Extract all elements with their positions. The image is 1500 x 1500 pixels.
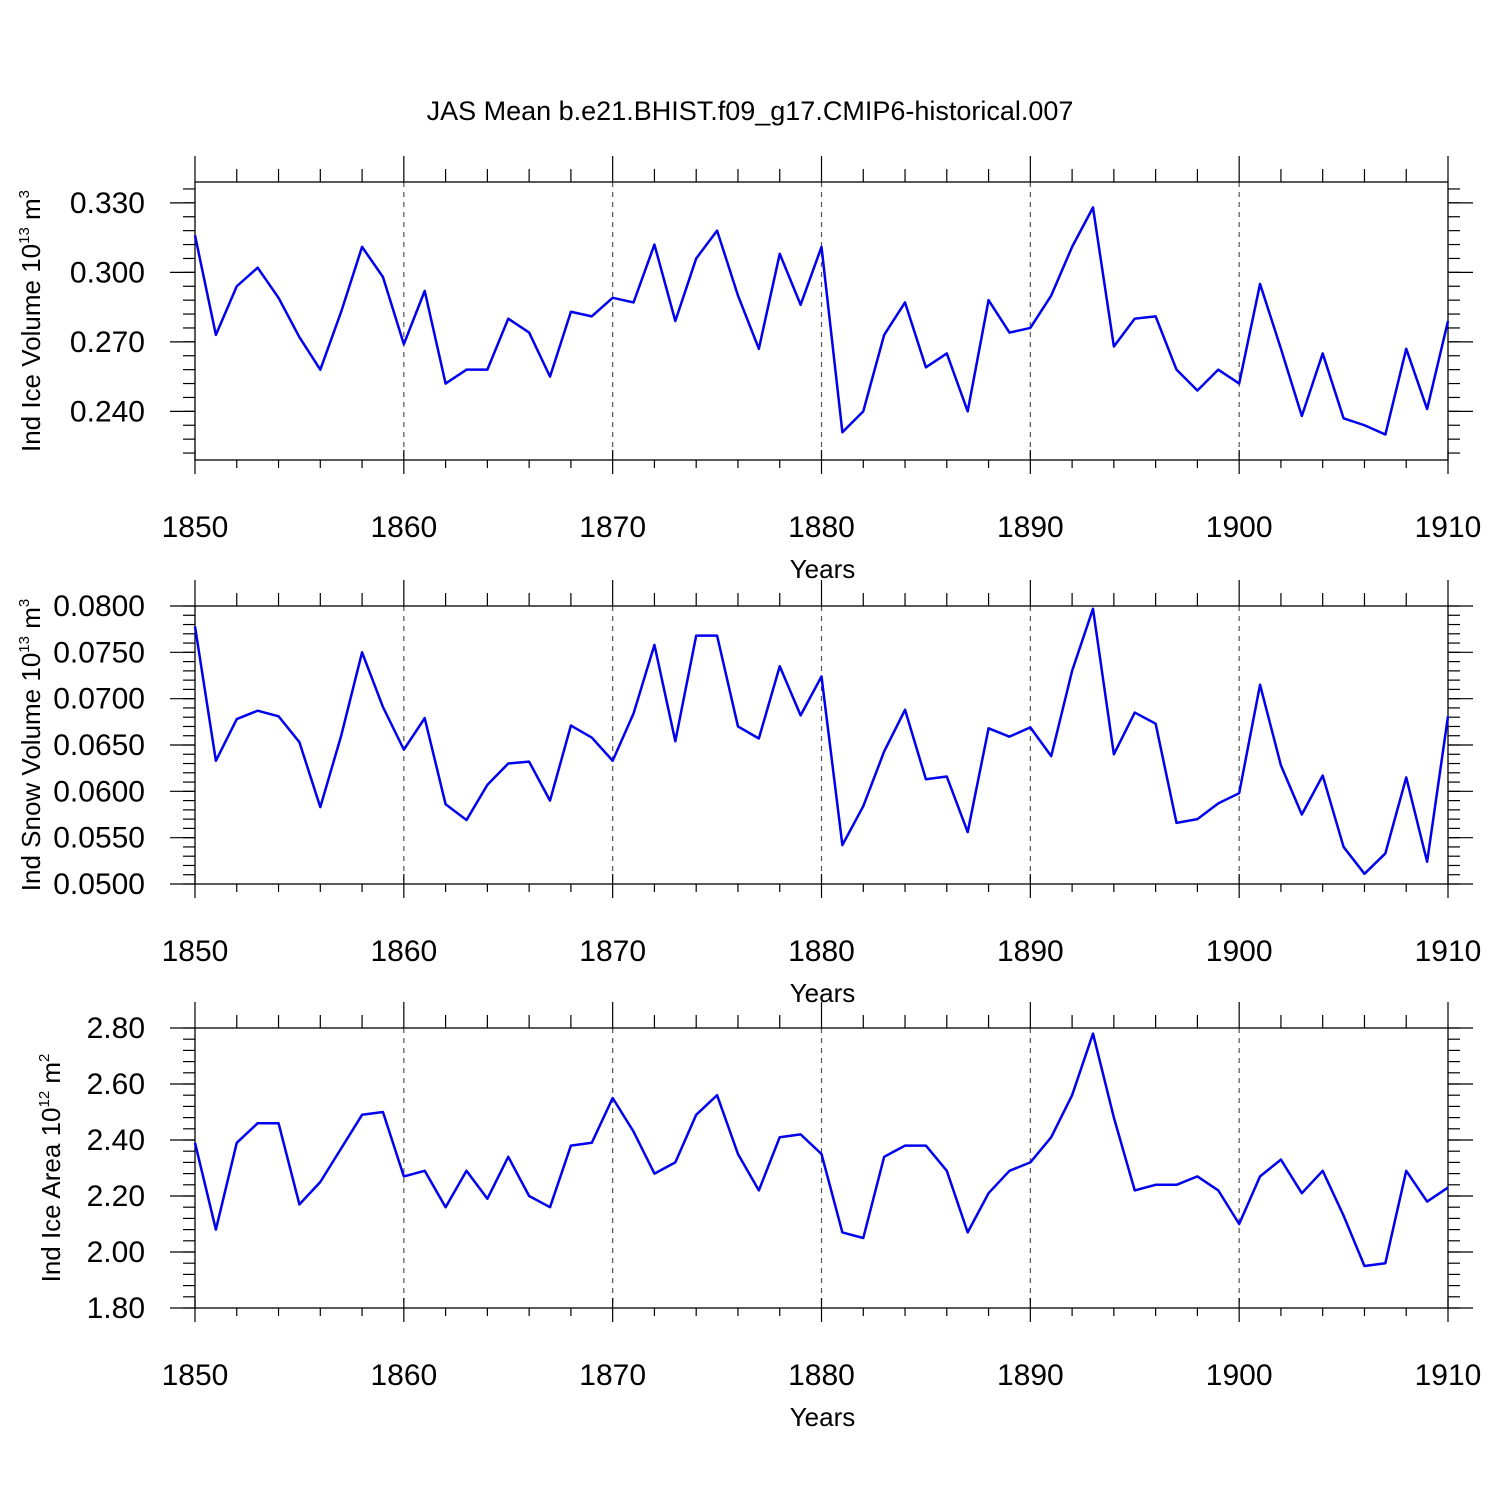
x-tick-label: 1900 — [1206, 935, 1273, 968]
x-tick-label: 1880 — [788, 1359, 855, 1392]
y-axis-label-unit: m — [16, 607, 46, 636]
y-tick-label: 0.300 — [70, 256, 145, 289]
panels-container: 0.240 0.270 0.300 0.330 1850 1860 1870 1880 1890… — [16, 156, 1481, 1432]
series-line-ice-volume — [193, 206, 1450, 436]
x-tick-label: 1910 — [1415, 935, 1482, 968]
y-tick-label: 0.0550 — [53, 822, 145, 855]
x-axis-label: Years — [790, 554, 856, 584]
y-axis-label-exp: 12 — [36, 1091, 53, 1108]
y-tick-label: 0.270 — [70, 326, 145, 359]
y-tick-label: 2.00 — [87, 1236, 145, 1269]
y-tick-label: 1.80 — [87, 1292, 145, 1325]
panel-snow-volume: 0.0500 0.0550 0.0600 0.0650 0.0700 0.0750 0.08… — [16, 580, 1481, 1008]
x-tick-label: 1870 — [579, 935, 646, 968]
panel-ice-volume: 0.240 0.270 0.300 0.330 1850 1860 1870 1880 1890… — [16, 156, 1481, 584]
y-tick-label: 0.330 — [70, 187, 145, 220]
x-tick-label: 1910 — [1415, 511, 1482, 544]
x-tick-label: 1860 — [370, 1359, 437, 1392]
figure-title: JAS Mean b.e21.BHIST.f09_g17.CMIP6-histo… — [427, 96, 1074, 126]
y-axis-label-exp: 13 — [16, 636, 33, 653]
y-tick-label: 2.40 — [87, 1124, 145, 1157]
panel-ice-area: 1.80 2.00 2.20 2.40 2.60 2.80 1850 1860 1870 1880… — [36, 1002, 1481, 1432]
x-tick-label: 1850 — [162, 511, 229, 544]
series-line-snow-volume — [193, 607, 1450, 876]
x-tick-label: 1870 — [579, 1359, 646, 1392]
y-tick-label: 0.240 — [70, 395, 145, 428]
y-tick-label: 0.0750 — [53, 636, 145, 669]
x-tick-label: 1890 — [997, 935, 1064, 968]
y-tick-label: 0.0700 — [53, 683, 145, 716]
x-tick-label: 1890 — [997, 511, 1064, 544]
x-tick-label: 1860 — [370, 511, 437, 544]
y-axis-label: Ind Snow Volume 1013 m3 — [16, 599, 46, 891]
x-axis-label: Years — [790, 978, 856, 1008]
y-tick-label: 2.80 — [87, 1012, 145, 1045]
x-tick-label: 1850 — [162, 1359, 229, 1392]
x-tick-label: 1900 — [1206, 511, 1273, 544]
x-tick-label: 1900 — [1206, 1359, 1273, 1392]
y-axis-label-unit: m — [16, 198, 46, 227]
x-tick-label: 1880 — [788, 935, 855, 968]
y-axis-label: Ind Ice Area 1012 m2 — [36, 1054, 66, 1283]
x-tick-label: 1890 — [997, 1359, 1064, 1392]
y-axis-label-main: Ind Ice Volume 10 — [16, 244, 46, 452]
y-tick-label: 2.60 — [87, 1068, 145, 1101]
x-tick-label: 1910 — [1415, 1359, 1482, 1392]
y-axis-label-unit: m — [36, 1062, 66, 1091]
y-axis-label-unit-exp: 3 — [16, 190, 33, 198]
x-tick-label: 1860 — [370, 935, 437, 968]
x-axis-label: Years — [790, 1402, 856, 1432]
x-tick-label: 1880 — [788, 511, 855, 544]
y-tick-label: 0.0650 — [53, 729, 145, 762]
y-tick-label: 0.0500 — [53, 868, 145, 901]
y-tick-label: 0.0600 — [53, 775, 145, 808]
x-tick-label: 1850 — [162, 935, 229, 968]
y-tick-label: 2.20 — [87, 1180, 145, 1213]
y-axis-label-main: Ind Ice Area 10 — [36, 1108, 66, 1283]
y-tick-label: 0.0800 — [53, 590, 145, 623]
series-line-ice-area — [193, 1032, 1449, 1268]
y-axis-label: Ind Ice Volume 1013 m3 — [16, 190, 46, 452]
y-axis-label-main: Ind Snow Volume 10 — [16, 653, 46, 892]
y-axis-label-exp: 13 — [16, 227, 33, 244]
y-axis-label-unit-exp: 3 — [16, 599, 33, 607]
y-axis-label-unit-exp: 2 — [36, 1054, 53, 1062]
x-tick-label: 1870 — [579, 511, 646, 544]
